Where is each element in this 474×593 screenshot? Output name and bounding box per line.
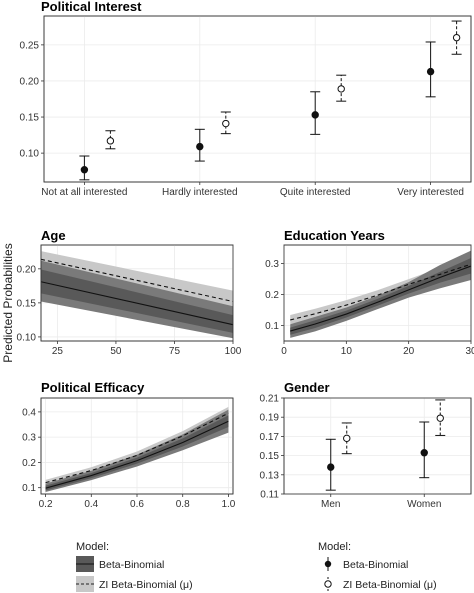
legend-ribbon-key-zi [76,576,94,592]
ribbon-bb-inner [41,269,233,333]
line-zi [290,263,472,321]
tick-label-y: 0.4 [22,407,36,418]
tick-label-y: 0.21 [260,394,280,405]
legend-ribbons-title: Model: [76,541,109,553]
panel-border [283,397,472,495]
panel-title-education-years: Education Years [284,228,385,243]
tick-label-y: 0.10 [20,149,40,160]
panel-education-years: 0.1 0.2 0.3 0 10 20 30 [265,244,474,357]
tick-label-x: 20 [403,346,415,357]
y-axis-label: Predicted Probabilities [1,243,15,362]
panel-border [40,397,234,495]
line-zi [45,412,229,484]
panel-background [43,15,472,183]
panel-border [283,244,472,342]
point-bb [426,67,435,76]
panel-border [43,15,472,183]
tick-label-x: Women [407,499,441,510]
tick-label-y: 0.11 [260,490,279,501]
tick-label-y: 0.25 [20,40,40,51]
tick-label-x: Quite interested [280,187,351,198]
panel-gender: 0.11 0.13 0.15 0.17 0.19 0.21 Men Women [260,394,472,510]
tick-label-y: 0.15 [17,298,37,309]
panel-title-political-interest: Political Interest [41,0,142,14]
tick-label-x: 100 [225,346,242,357]
tick-label-x: 0.2 [39,499,53,510]
tick-label-y: 0.19 [260,413,280,424]
point-zi [337,85,345,93]
point-bb [420,449,428,457]
tick-label-y: 0.20 [20,76,40,87]
tick-label-y: 0.3 [265,259,279,270]
panel-title-gender: Gender [284,380,330,395]
legend-point-key-zi [324,580,332,588]
panel-background [283,397,472,495]
legend-point-label-zi: ZI Beta-Binomial (μ) [343,579,437,591]
point-bb [327,463,335,471]
panel-political-efficacy: 0.10.20.30.40.2 0.4 0.6 0.8 1.0 [22,397,236,510]
line-zi [40,258,234,303]
tick-label-x: 0.4 [84,499,98,510]
ribbon-bb-inner [290,258,471,335]
tick-label-x: 30 [465,346,474,357]
tick-label-y: 0.1 [265,321,279,332]
point-zi [106,137,115,145]
line-bb [45,420,229,489]
legend-ribbon-label-zi: ZI Beta-Binomial (μ) [99,579,193,591]
tick-label-y: 0.15 [20,113,40,124]
point-zi [222,119,230,128]
tick-label-x: 25 [52,346,64,357]
tick-label-y: 0.20 [17,264,37,275]
panel-title-age: Age [41,228,66,243]
tick-label-x: Not at all interested [41,187,127,198]
point-zi [343,434,351,443]
tick-label-x: 0 [281,346,287,357]
legend-point-key-bb [324,560,332,568]
tick-label-x: 0.8 [176,499,190,510]
point-zi [452,33,461,42]
legend-ribbons: Model: Beta-Binomial ZI Beta-Binomial (μ… [76,541,193,592]
tick-label-x: 10 [341,346,353,357]
legend-points-title: Model: [318,541,351,553]
tick-label-y: 0.10 [17,332,37,343]
tick-label-x: 50 [110,346,122,357]
ribbon-zi [45,406,229,486]
tick-label-x: 75 [169,346,181,357]
tick-label-y: 0.2 [22,458,36,469]
line-bb [40,281,234,326]
point-zi [436,414,444,422]
tick-label-y: 0.13 [260,470,280,481]
tick-label-y: 0.3 [22,433,36,444]
panel-age: 0.10 0.15 0.20 25 50 75 100 [17,244,242,357]
tick-label-x: 1.0 [221,499,235,510]
legend-ribbon-label-bb: Beta-Binomial [99,559,164,571]
line-bb [290,265,472,332]
tick-label-x: Hardly interested [162,187,238,198]
tick-label-y: 0.15 [260,451,280,462]
tick-label-y: 0.2 [265,290,279,301]
tick-label-x: Men [321,499,340,510]
panel-political-interest: 0.10 0.15 0.20 0.25 Not at all interested Har… [20,15,472,198]
panel-title-political-efficacy: Political Efficacy [41,380,145,395]
point-bb [196,142,204,151]
point-bb [80,166,89,174]
panel-border [40,244,234,342]
ribbon-bb-outer [45,409,229,492]
tick-label-x: Very interested [397,187,464,198]
tick-label-x: 0.6 [130,499,144,510]
legend-point-label-bb: Beta-Binomial [343,559,408,571]
tick-label-y: 0.1 [22,483,36,494]
point-bb [311,111,319,119]
tick-label-y: 0.17 [260,432,280,443]
legend-points: Model: Beta-Binomial ZI Beta-Binomial (μ… [318,541,437,591]
